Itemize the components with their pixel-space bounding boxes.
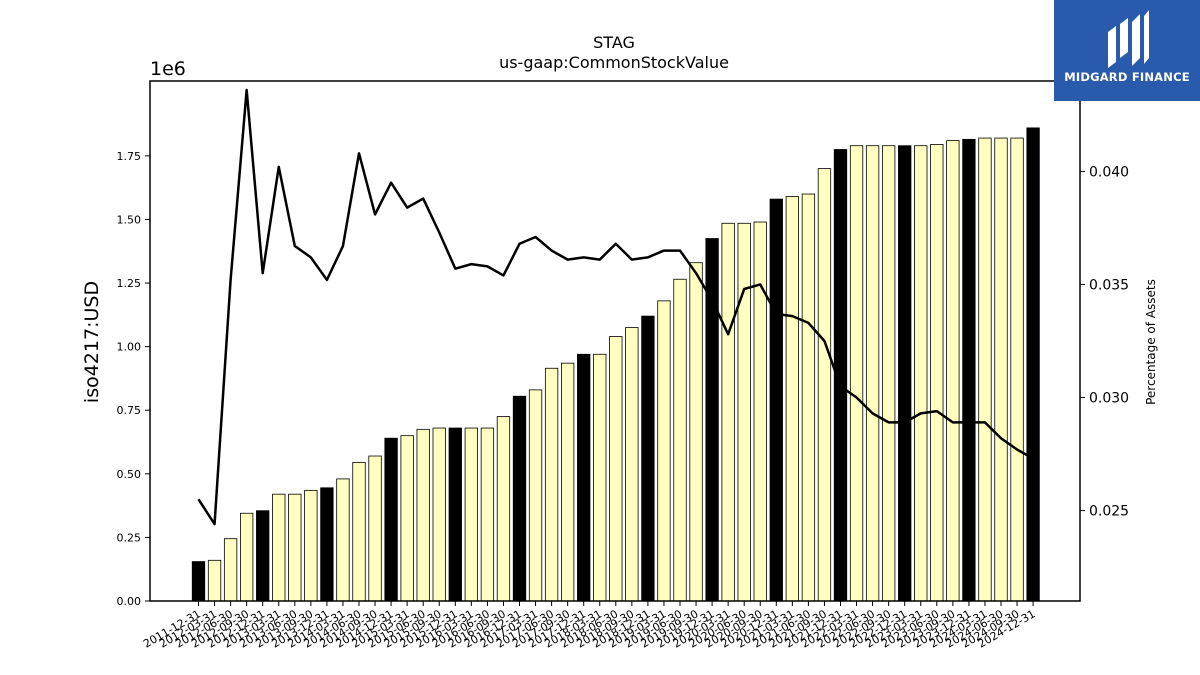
bar — [801, 193, 816, 602]
y-tick-label: 0.75 — [117, 404, 142, 417]
bar — [914, 145, 928, 602]
bar — [416, 428, 430, 602]
bar — [223, 538, 238, 602]
bar — [528, 389, 543, 602]
y2-tick-label: 0.035 — [1089, 277, 1129, 293]
y-axis-ticks: 0.00 0.25 0.50 0.75 1.00 1.25 1.50 1.75 — [117, 150, 150, 608]
y-tick-label: 1.00 — [117, 341, 142, 354]
bar — [994, 137, 1008, 602]
chart-title: STAG — [593, 33, 635, 52]
bar — [320, 487, 334, 602]
bar — [464, 427, 479, 602]
bar — [930, 144, 944, 602]
y2-tick-label: 0.030 — [1089, 391, 1129, 407]
y-offset-label: 1e6 — [150, 58, 186, 80]
y-tick-label: 1.50 — [117, 213, 142, 226]
midgard-logo-icon — [1108, 10, 1149, 68]
y-tick-label: 0.50 — [117, 468, 142, 481]
bar — [978, 137, 992, 602]
bar — [544, 367, 559, 602]
line-group — [197, 88, 1034, 526]
line-series — [197, 88, 1034, 526]
bar — [480, 427, 495, 602]
bar — [785, 196, 799, 602]
y2-tick-label: 0.040 — [1089, 164, 1129, 180]
bar — [962, 138, 976, 602]
bar — [304, 489, 318, 602]
bar — [577, 353, 591, 602]
bar — [657, 300, 671, 602]
y-tick-label: 0.00 — [117, 595, 142, 608]
bar — [561, 362, 575, 602]
bar — [849, 145, 864, 602]
chart-subtitle: us-gaap:CommonStockValue — [499, 53, 729, 72]
bar — [769, 198, 783, 602]
bar — [737, 222, 751, 602]
bar — [721, 222, 735, 602]
y-tick-label: 1.75 — [117, 150, 142, 163]
x-axis-ticks: 2011-12-312012-03-312012-06-302012-09-30… — [141, 601, 1038, 651]
bar — [448, 427, 462, 602]
bar — [898, 145, 912, 602]
bar — [593, 353, 607, 602]
y2-axis-label: Percentage of Assets — [1144, 279, 1158, 405]
bar — [609, 336, 623, 602]
bar — [817, 168, 832, 602]
bar — [207, 559, 222, 602]
y2-tick-label: 0.025 — [1089, 504, 1129, 520]
bar — [673, 278, 687, 602]
bar — [239, 512, 254, 602]
bar — [1010, 137, 1024, 602]
bar — [641, 315, 655, 602]
bar — [191, 561, 206, 602]
y-tick-label: 0.25 — [117, 531, 142, 544]
bar — [753, 221, 767, 602]
bar — [384, 437, 398, 602]
bar — [256, 510, 270, 602]
bar — [368, 455, 382, 602]
bar — [946, 140, 960, 602]
logo-text: MIDGARD FINANCE — [1064, 70, 1190, 84]
bar — [496, 416, 511, 602]
bar — [882, 145, 896, 602]
bar — [865, 145, 880, 602]
y-axis-label: iso4217:USD — [81, 281, 103, 403]
midgard-finance-logo: MIDGARD FINANCE — [1054, 0, 1200, 101]
bar — [512, 395, 527, 602]
bar — [272, 493, 286, 602]
bar-group — [191, 127, 1040, 602]
bar — [352, 461, 366, 602]
bar — [432, 427, 446, 602]
bar — [400, 435, 414, 602]
y2-axis-ticks: 0.025 0.030 0.035 0.040 — [1080, 164, 1129, 520]
bar — [288, 493, 302, 602]
bar — [1026, 127, 1040, 602]
bar — [625, 327, 639, 602]
y-tick-label: 1.25 — [117, 277, 142, 290]
bar — [336, 478, 350, 602]
plot-frame — [149, 80, 1081, 602]
bar — [689, 262, 703, 602]
